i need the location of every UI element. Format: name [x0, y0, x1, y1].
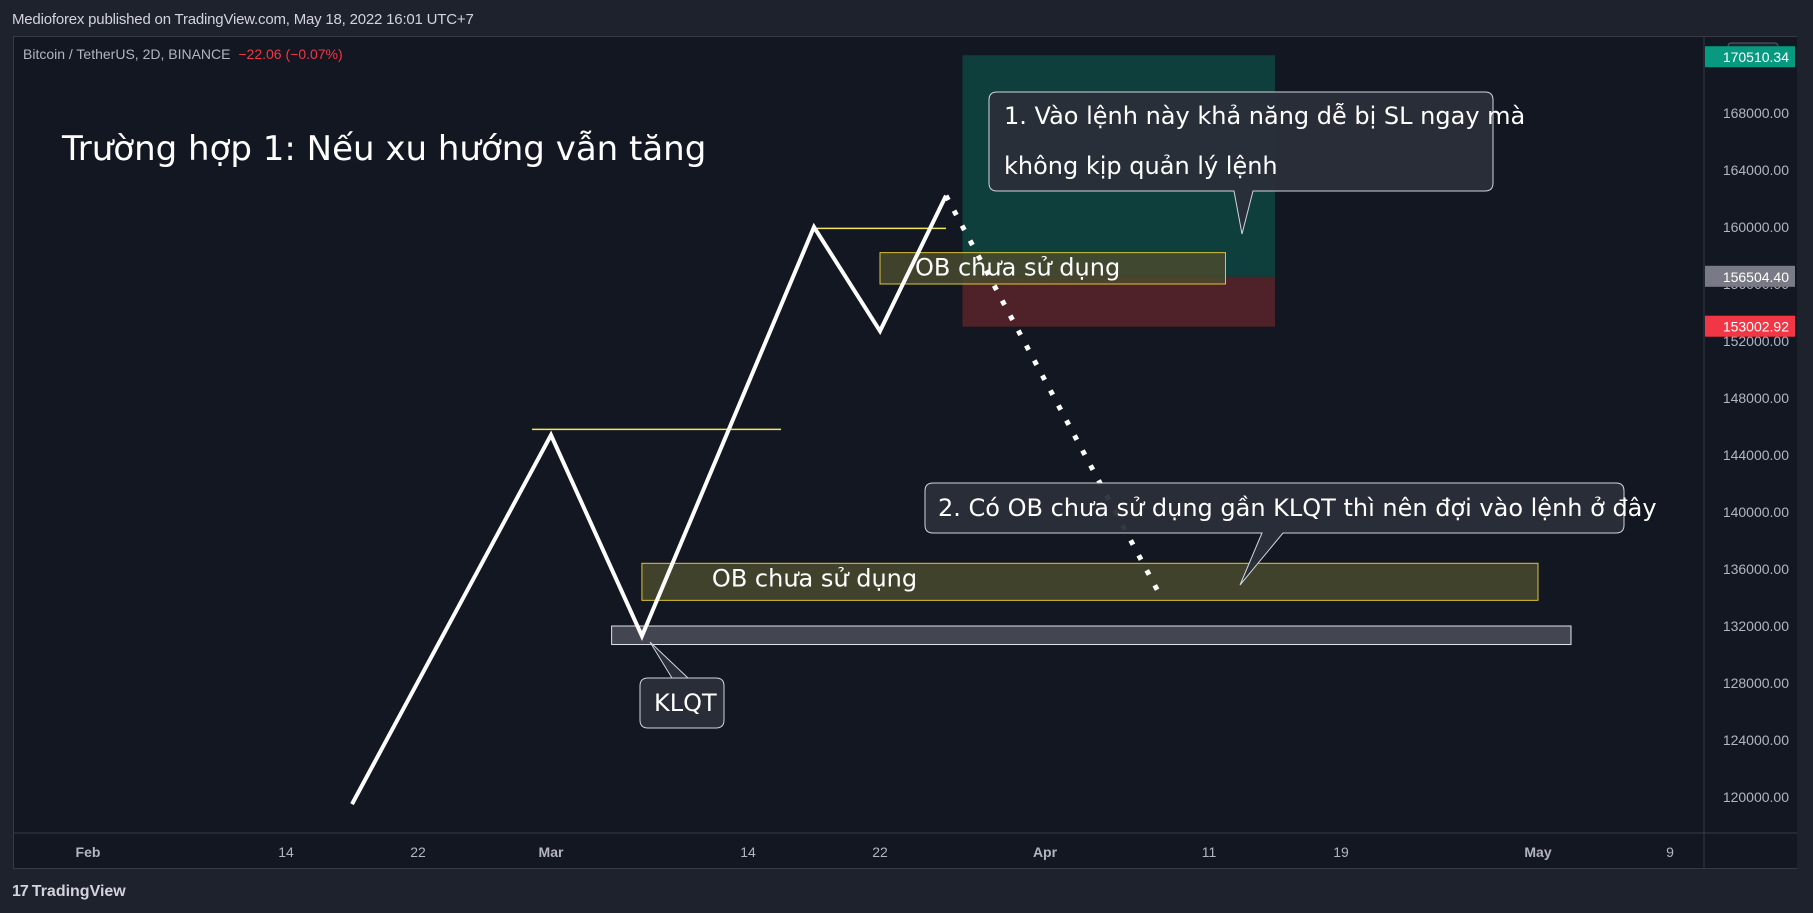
- symbol-name: Bitcoin / TetherUS, 2D, BINANCE: [23, 46, 231, 62]
- symbol-info[interactable]: Bitcoin / TetherUS, 2D, BINANCE −22.06 (…: [23, 46, 343, 62]
- x-tick-label: 9: [1666, 844, 1674, 860]
- tradingview-logo[interactable]: 17 TradingView: [12, 883, 126, 901]
- y-tick-label: 124000.00: [1723, 732, 1789, 748]
- publisher-bar: Medioforex published on TradingView.com,…: [0, 0, 1813, 36]
- x-tick-label: 14: [278, 844, 294, 860]
- time-axis-background: [14, 833, 1797, 868]
- callout-klqt-text-1: KLQT: [654, 689, 717, 717]
- order-block-label-1: OB chưa sử dụng: [712, 564, 917, 592]
- y-tick-label: 120000.00: [1723, 789, 1789, 805]
- order-block-1[interactable]: [641, 562, 1539, 601]
- y-tick-label: 168000.00: [1723, 105, 1789, 121]
- price-tag-gray: [1705, 265, 1795, 287]
- x-tick-label: 22: [410, 844, 426, 860]
- brand-label: TradingView: [31, 883, 126, 900]
- klqt-zone[interactable]: [611, 625, 1572, 646]
- x-tick-label: Apr: [1033, 844, 1058, 860]
- price-tag-label: 156504.40: [1723, 269, 1789, 285]
- y-tick-label: 132000.00: [1723, 618, 1789, 634]
- callout-2-text-1: 2. Có OB chưa sử dụng gần KLQT thì nên đ…: [938, 494, 1657, 522]
- callout-1-text-1: 1. Vào lệnh này khả năng dễ bị SL ngay m…: [1004, 101, 1525, 130]
- order-block-2[interactable]: [879, 252, 1226, 285]
- y-tick-label: 144000.00: [1723, 447, 1789, 463]
- x-tick-label: Feb: [76, 844, 101, 860]
- footer-bar: [0, 870, 1813, 913]
- x-tick-label: 11: [1202, 844, 1217, 860]
- tradingview-logo-icon: 17: [12, 883, 29, 900]
- y-tick-label: 136000.00: [1723, 561, 1789, 577]
- x-tick-label: 22: [872, 844, 888, 860]
- y-tick-label: 128000.00: [1723, 675, 1789, 691]
- symbol-change: −22.06 (−0.07%): [238, 46, 343, 62]
- y-tick-label: 148000.00: [1723, 390, 1789, 406]
- x-tick-label: Mar: [539, 844, 564, 860]
- callout-1-text-2: không kịp quản lý lệnh: [1004, 152, 1278, 180]
- callout-1[interactable]: [988, 91, 1494, 235]
- publisher-text: Medioforex published on TradingView.com,…: [12, 11, 474, 28]
- price-tag-label: 170510.34: [1723, 49, 1789, 65]
- x-tick-label: May: [1524, 844, 1551, 860]
- price-tag-label: 153002.92: [1723, 319, 1789, 335]
- price-axis-background: [1704, 37, 1797, 833]
- price-path-line[interactable]: [350, 194, 948, 806]
- chart-title: Trường hợp 1: Nếu xu hướng vẫn tăng: [61, 129, 706, 169]
- y-tick-label: 160000.00: [1723, 219, 1789, 235]
- order-block-label-2: OB chưa sử dụng: [915, 254, 1120, 282]
- callout-2[interactable]: [924, 482, 1625, 586]
- x-tick-label: 19: [1333, 844, 1349, 860]
- y-tick-label: 164000.00: [1723, 162, 1789, 178]
- x-tick-label: 14: [740, 844, 756, 860]
- price-tag-red: [1705, 315, 1795, 337]
- y-tick-label: 152000.00: [1723, 333, 1789, 349]
- price-tag-green: [1705, 46, 1795, 68]
- y-tick-label: 140000.00: [1723, 504, 1789, 520]
- callout-klqt[interactable]: [639, 641, 725, 729]
